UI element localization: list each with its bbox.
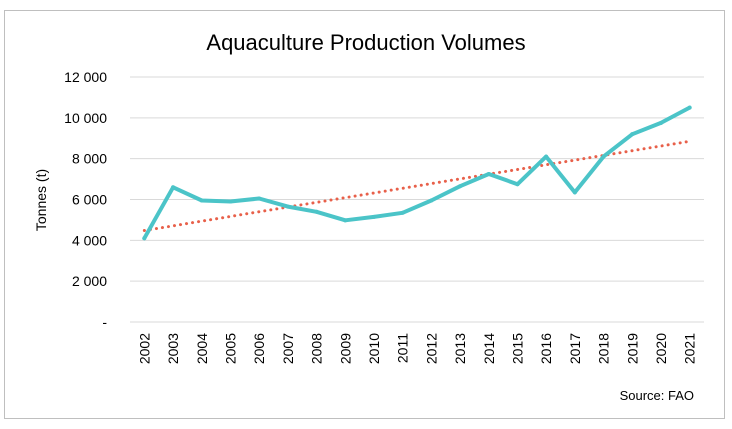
y-tick-label: 12 000 [64,69,107,85]
x-tick-label: 2014 [481,333,497,364]
data-point [601,154,606,159]
x-tick-labels: 2002 2003 2004 2005 2006 2007 2008 2009 2010 2011… [136,333,697,364]
data-point [429,198,434,203]
x-tick-label: 2006 [251,333,267,364]
data-point [486,171,491,176]
chart-title: Aquaculture Production Volumes [206,30,525,55]
x-tick-label: 2010 [366,333,382,364]
data-point [458,184,463,189]
x-tick-label: 2017 [567,333,583,364]
x-tick-label: 2004 [194,333,210,364]
x-tick-label: 2013 [452,333,468,364]
data-point [285,204,290,209]
data-point [371,214,376,219]
trendline [142,139,692,233]
data-point [171,185,176,190]
data-point [572,190,577,195]
y-tick-label: 8 000 [72,151,107,167]
y-tick-label: 6 000 [72,192,107,208]
series-layer [142,105,692,241]
series-line [142,105,692,241]
x-tick-label: 2002 [136,333,152,364]
y-tick-label: - [102,314,107,330]
data-point [314,209,319,214]
data-point [199,198,204,203]
source-note: Source: FAO [620,388,694,403]
y-axis-label: Tonnes (t) [33,169,49,231]
data-point [400,210,405,215]
x-tick-label: 2007 [280,333,296,364]
trendline-layer [142,139,692,233]
x-tick-label: 2003 [165,333,181,364]
data-point [630,132,635,137]
data-point [343,218,348,223]
x-tick-label: 2005 [222,333,238,364]
x-tick-label: 2019 [624,333,640,364]
x-tick-label: 2021 [682,333,698,364]
x-tick-label: 2011 [395,333,411,363]
chart-border [4,10,725,419]
x-tick-label: 2020 [653,333,669,364]
y-tick-label: 10 000 [64,110,107,126]
data-point [515,182,520,187]
x-tick-label: 2016 [538,333,554,364]
x-tick-label: 2015 [509,333,525,364]
x-tick-label: 2018 [596,333,612,364]
x-tick-label: 2009 [337,333,353,364]
y-tick-labels: - 2 000 4 000 6 000 8 000 10 000 12 000 [64,69,107,330]
y-tick-label: 2 000 [72,273,107,289]
data-point [687,105,692,110]
x-tick-label: 2008 [309,333,325,364]
data-point [228,199,233,204]
x-tick-label: 2012 [423,333,439,364]
data-point [257,196,262,201]
y-tick-label: 4 000 [72,232,107,248]
data-point [658,120,663,125]
data-point [544,154,549,159]
data-point [142,236,147,241]
